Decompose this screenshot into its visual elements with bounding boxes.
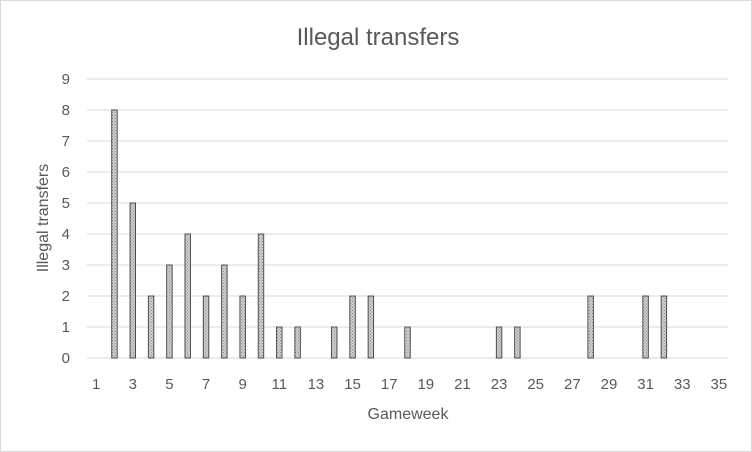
bar: [257, 233, 265, 359]
gridlines: [87, 78, 728, 359]
bar: [331, 326, 338, 359]
x-tick-label: 17: [381, 376, 398, 393]
y-tick-label: 9: [62, 71, 70, 88]
x-tick-label: 3: [129, 376, 137, 393]
bars: [111, 109, 668, 359]
bar: [349, 295, 356, 359]
bar: [239, 295, 246, 359]
x-tick-label: 19: [417, 376, 434, 393]
y-axis-ticks: 0 1 2 3 4 5 6 7 8 9: [62, 71, 70, 367]
x-tick-label: 13: [308, 376, 325, 393]
x-axis-title: Gameweek: [368, 406, 450, 423]
bar: [184, 233, 191, 359]
y-tick-label: 2: [62, 288, 70, 305]
x-tick-label: 21: [454, 376, 471, 393]
x-tick-label: 31: [637, 376, 654, 393]
y-tick-label: 7: [62, 133, 70, 150]
bar: [276, 326, 283, 359]
y-tick-label: 5: [62, 195, 70, 212]
x-tick-label: 15: [344, 376, 361, 393]
x-tick-label: 29: [601, 376, 618, 393]
bar: [166, 264, 173, 359]
x-tick-label: 9: [238, 376, 246, 393]
x-axis-ticks: 1 3 5 7 9 11 13 15 17 19 21 23 25 27 29 31 33 35: [92, 376, 727, 393]
y-tick-label: 8: [62, 102, 70, 119]
x-tick-label: 23: [491, 376, 508, 393]
x-tick-label: 1: [92, 376, 100, 393]
bar: [221, 264, 228, 359]
x-tick-label: 5: [165, 376, 173, 393]
bar: [587, 295, 594, 359]
y-tick-label: 1: [62, 319, 70, 336]
bar: [294, 326, 301, 359]
x-tick-label: 33: [674, 376, 691, 393]
bar: [514, 326, 521, 359]
bar: [495, 326, 503, 359]
bar: [111, 109, 118, 359]
x-tick-label: 25: [527, 376, 544, 393]
y-tick-label: 6: [62, 164, 70, 181]
y-axis-title: Illegal transfers: [35, 164, 52, 273]
x-tick-label: 27: [564, 376, 581, 393]
x-tick-label: 35: [710, 376, 727, 393]
y-tick-label: 4: [62, 226, 70, 243]
chart-title: Illegal transfers: [297, 24, 460, 51]
x-tick-label: 11: [272, 376, 288, 393]
bar: [660, 295, 668, 359]
bar: [367, 295, 375, 359]
bar: [642, 295, 649, 359]
y-tick-label: 0: [62, 350, 70, 367]
bar: [202, 295, 210, 359]
y-tick-label: 3: [62, 257, 70, 274]
bar: [404, 326, 411, 359]
x-tick-label: 7: [202, 376, 210, 393]
bar: [147, 295, 155, 359]
bar: [129, 202, 136, 359]
